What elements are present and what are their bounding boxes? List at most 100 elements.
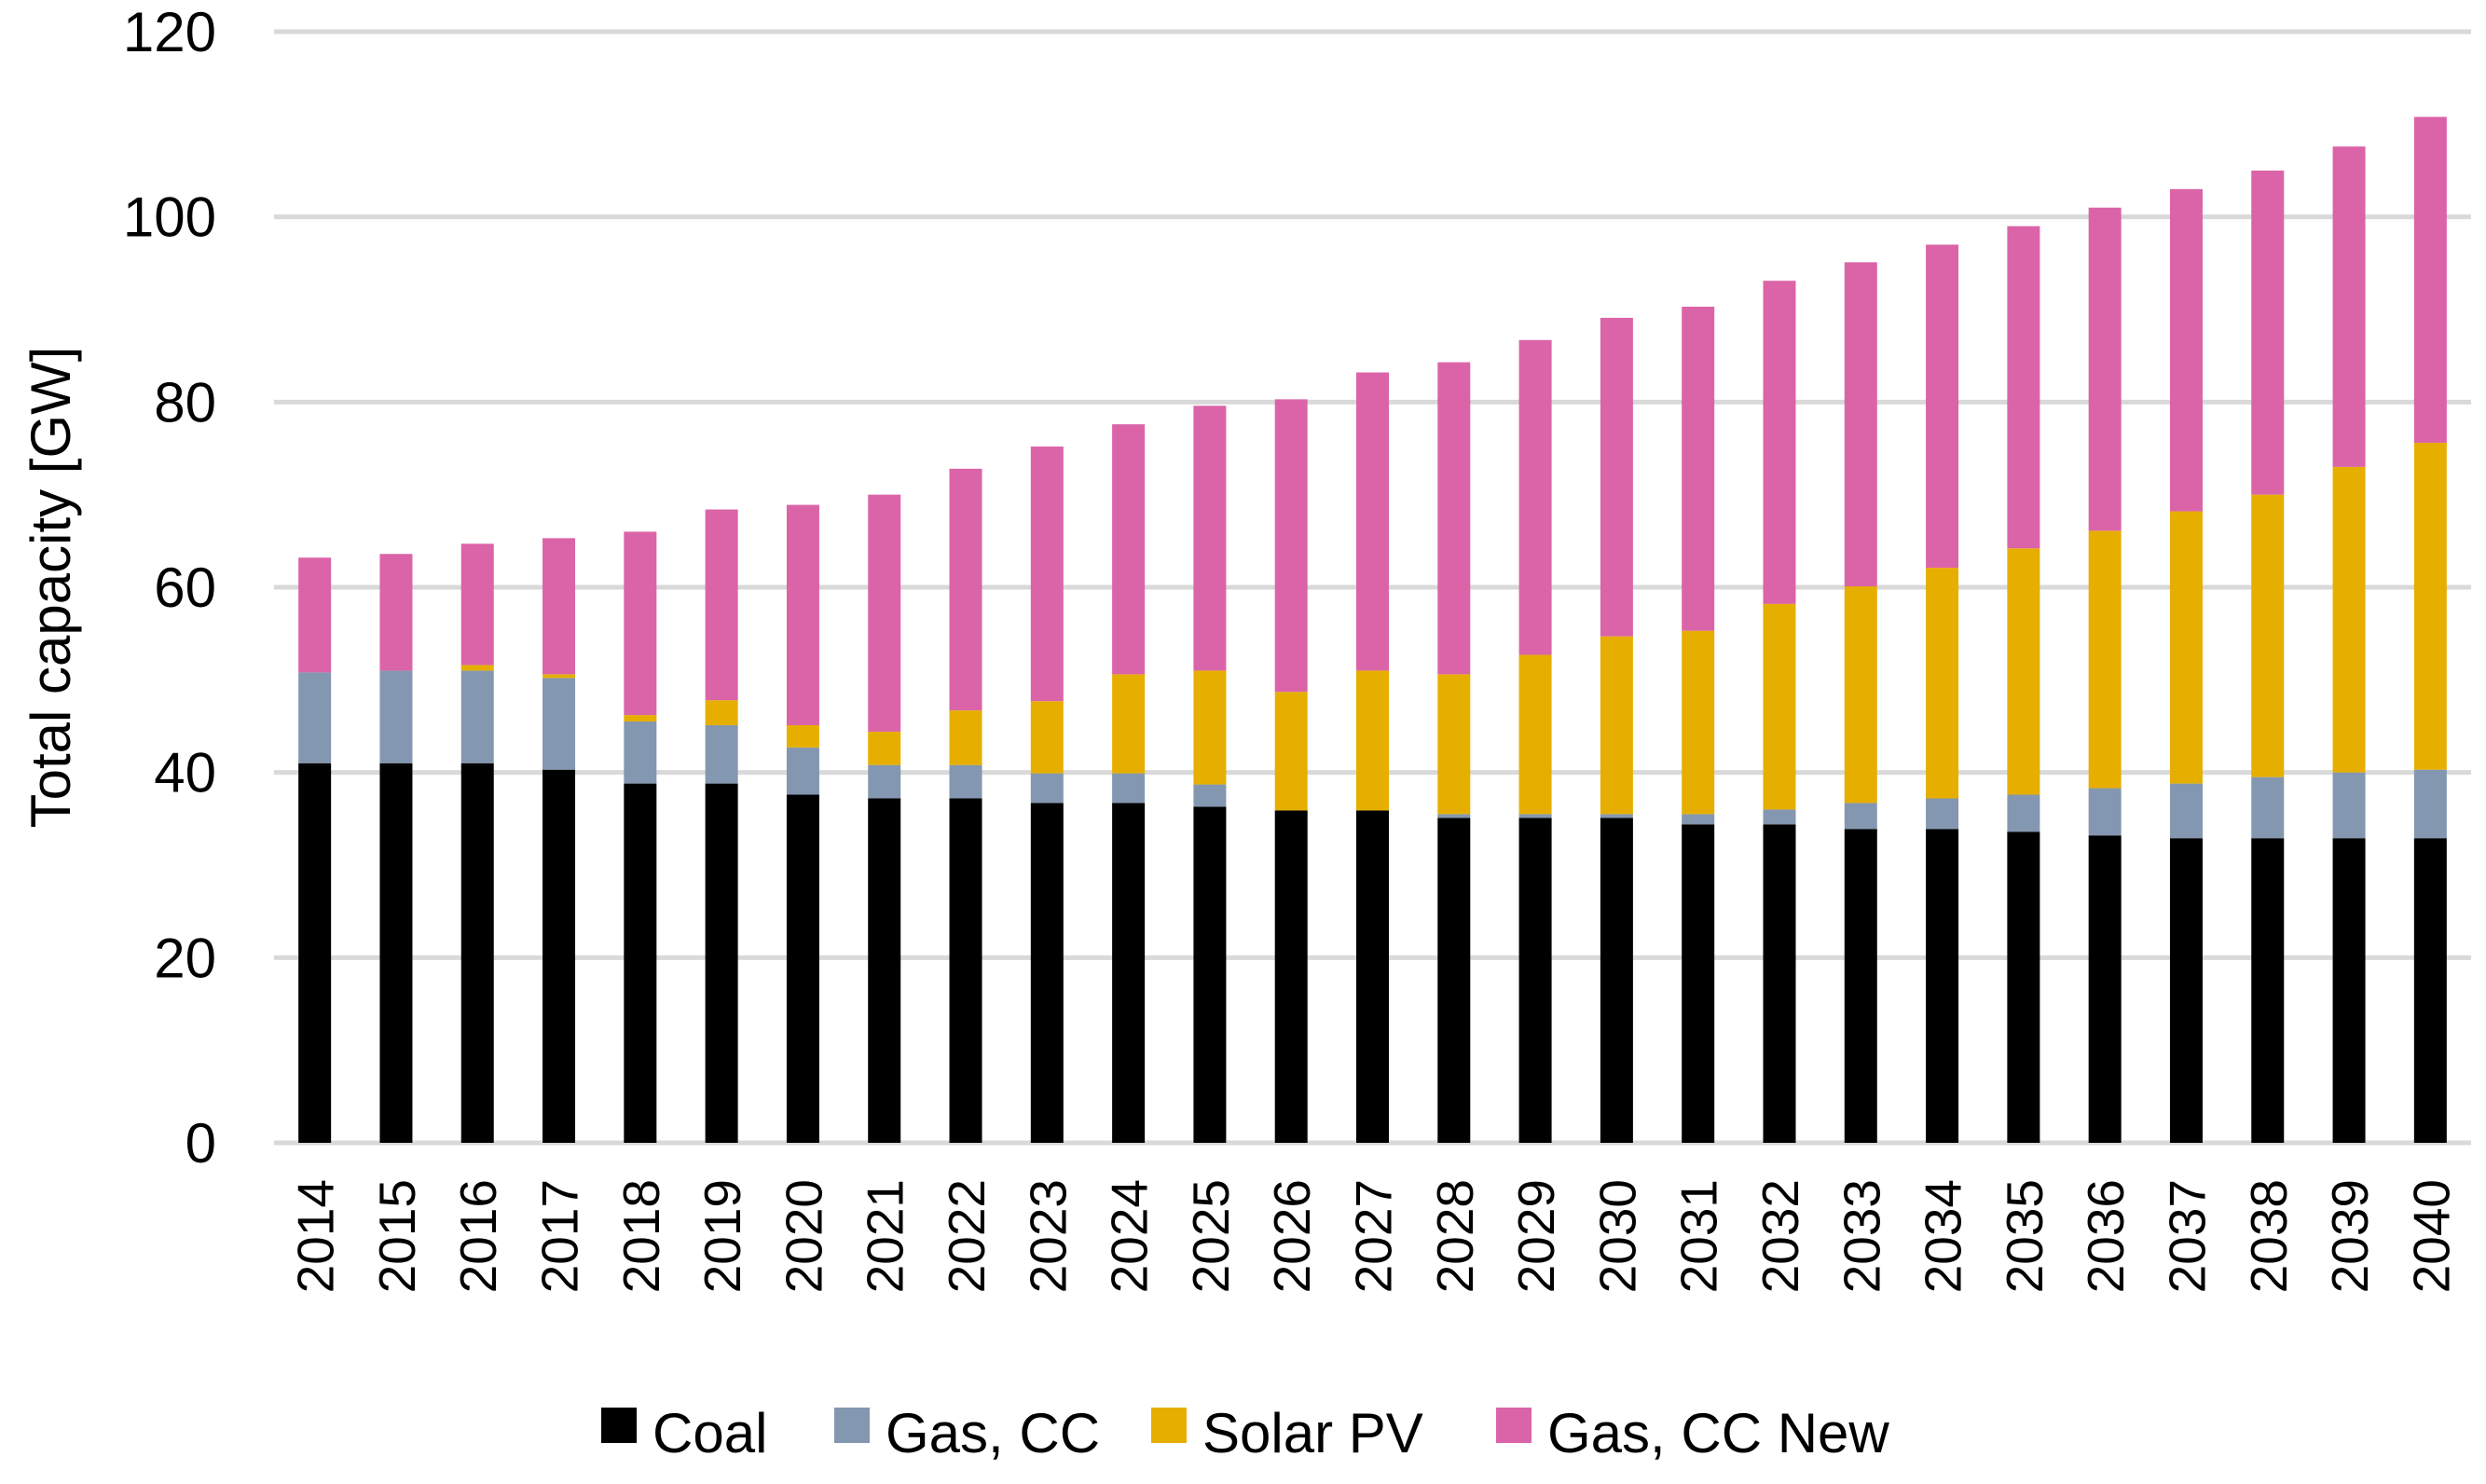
bar-segment-coal-2031	[1682, 824, 1715, 1143]
x-tick-label: 2037	[2158, 1179, 2216, 1293]
bar-segment-gas-cc-new-2027	[1356, 372, 1389, 671]
bar-segment-solar-pv-2035	[2007, 548, 2040, 795]
legend: Coal Gas, CC Solar PV Gas, CC New	[601, 1402, 1889, 1464]
bar-segment-gas-cc-2016	[460, 670, 494, 763]
x-tick-label: 2022	[938, 1179, 996, 1293]
bar-segment-coal-2032	[1763, 824, 1796, 1143]
bar-segment-gas-cc-new-2031	[1682, 307, 1715, 631]
bar-segment-coal-2033	[1844, 829, 1877, 1143]
bar-segment-coal-2036	[2088, 835, 2122, 1143]
bar-segment-gas-cc-2015	[379, 670, 413, 763]
bar-segment-gas-cc-new-2026	[1274, 399, 1308, 693]
bar-segment-solar-pv-2020	[786, 725, 819, 748]
bar-segment-gas-cc-new-2015	[379, 554, 413, 671]
bar-segment-gas-cc-2035	[2007, 794, 2040, 832]
bar-segment-gas-cc-new-2034	[1926, 244, 1959, 569]
bar-segment-solar-pv-2019	[705, 700, 738, 726]
x-tick-label: 2024	[1101, 1179, 1159, 1293]
bar-segment-gas-cc-2025	[1193, 784, 1227, 807]
bar-segment-solar-pv-2037	[2169, 511, 2203, 784]
x-tick-label: 2031	[1670, 1179, 1728, 1293]
bar-segment-gas-cc-2014	[298, 672, 332, 763]
bar-segment-solar-pv-2021	[868, 731, 901, 765]
bar-segment-solar-pv-2022	[949, 710, 982, 765]
bar-segment-gas-cc-new-2030	[1600, 317, 1633, 637]
bar-segment-gas-cc-2031	[1682, 814, 1715, 825]
y-axis-title: Total capacity [GW]	[20, 347, 82, 829]
x-tick-label: 2017	[531, 1179, 589, 1293]
bar-segment-gas-cc-new-2037	[2169, 188, 2203, 512]
x-tick-label: 2018	[612, 1179, 670, 1293]
bar-segment-coal-2018	[624, 783, 657, 1143]
bar-segment-gas-cc-2023	[1030, 773, 1064, 804]
bar-segment-gas-cc-new-2028	[1437, 362, 1471, 675]
bar-segment-coal-2017	[543, 769, 576, 1143]
y-tick-label: 0	[185, 1112, 216, 1175]
bar-segment-coal-2019	[705, 783, 738, 1143]
bar-segment-solar-pv-2040	[2413, 443, 2447, 770]
bars	[298, 117, 2447, 1143]
bar-segment-gas-cc-2039	[2332, 772, 2366, 839]
bar-segment-gas-cc-2020	[786, 747, 819, 795]
x-tick-label: 2025	[1182, 1179, 1240, 1293]
x-tick-label: 2028	[1426, 1179, 1484, 1293]
x-tick-label: 2038	[2240, 1179, 2298, 1293]
x-tick-label: 2020	[775, 1179, 832, 1293]
bar-segment-solar-pv-2018	[624, 715, 657, 722]
bar-segment-gas-cc-2040	[2413, 769, 2447, 839]
x-tick-label: 2032	[1751, 1179, 1809, 1293]
bar-segment-solar-pv-2024	[1112, 674, 1146, 774]
legend-label: Gas, CC	[886, 1402, 1100, 1464]
legend-swatch	[1151, 1408, 1187, 1443]
bar-segment-gas-cc-new-2029	[1518, 339, 1552, 655]
legend-swatch	[601, 1408, 637, 1443]
y-tick-labels: 0 20 40 60 80 100 120	[123, 1, 216, 1175]
legend-label: Gas, CC New	[1547, 1402, 1889, 1464]
bar-segment-coal-2039	[2332, 838, 2366, 1143]
y-tick-label: 60	[154, 556, 216, 619]
bar-segment-coal-2024	[1112, 803, 1146, 1143]
bar-segment-gas-cc-2034	[1926, 798, 1959, 830]
bar-segment-coal-2028	[1437, 818, 1471, 1143]
bar-segment-gas-cc-2022	[949, 764, 982, 799]
bar-segment-solar-pv-2026	[1274, 692, 1308, 811]
bar-segment-coal-2016	[460, 763, 494, 1143]
bar-segment-gas-cc-new-2022	[949, 468, 982, 711]
bar-segment-coal-2035	[2007, 831, 2040, 1143]
bar-segment-gas-cc-2033	[1844, 803, 1877, 830]
x-tick-label: 2027	[1345, 1179, 1403, 1293]
x-tick-label: 2036	[2077, 1179, 2135, 1293]
x-tick-label: 2016	[449, 1179, 507, 1293]
bar-segment-gas-cc-new-2039	[2332, 146, 2366, 467]
bar-segment-gas-cc-2036	[2088, 788, 2122, 836]
x-tick-label: 2034	[1915, 1179, 1972, 1293]
bar-segment-gas-cc-2017	[543, 678, 576, 770]
bar-segment-coal-2027	[1356, 810, 1389, 1143]
bar-segment-solar-pv-2025	[1193, 670, 1227, 785]
bar-segment-solar-pv-2031	[1682, 630, 1715, 815]
bar-segment-coal-2034	[1926, 829, 1959, 1143]
legend-label: Solar PV	[1202, 1402, 1423, 1464]
bar-segment-gas-cc-new-2032	[1763, 281, 1796, 604]
x-tick-label: 2030	[1588, 1179, 1646, 1293]
bar-segment-gas-cc-2037	[2169, 783, 2203, 839]
bar-segment-gas-cc-new-2035	[2007, 226, 2040, 549]
bar-segment-solar-pv-2033	[1844, 586, 1877, 804]
bar-segment-coal-2022	[949, 798, 982, 1143]
bar-segment-coal-2014	[298, 763, 332, 1143]
bar-segment-gas-cc-new-2014	[298, 557, 332, 673]
bar-segment-coal-2037	[2169, 838, 2203, 1143]
bar-segment-gas-cc-new-2021	[868, 494, 901, 732]
bar-segment-gas-cc-new-2036	[2088, 207, 2122, 531]
bar-segment-gas-cc-2018	[624, 721, 657, 784]
legend-swatch	[834, 1408, 870, 1443]
bar-segment-coal-2023	[1030, 803, 1064, 1143]
bar-segment-coal-2015	[379, 763, 413, 1143]
x-tick-label: 2026	[1263, 1179, 1321, 1293]
bar-segment-coal-2040	[2413, 838, 2447, 1143]
x-tick-label: 2021	[857, 1179, 914, 1293]
bar-segment-gas-cc-new-2018	[624, 531, 657, 716]
bar-segment-solar-pv-2028	[1437, 674, 1471, 815]
bar-segment-gas-cc-2038	[2251, 776, 2285, 839]
